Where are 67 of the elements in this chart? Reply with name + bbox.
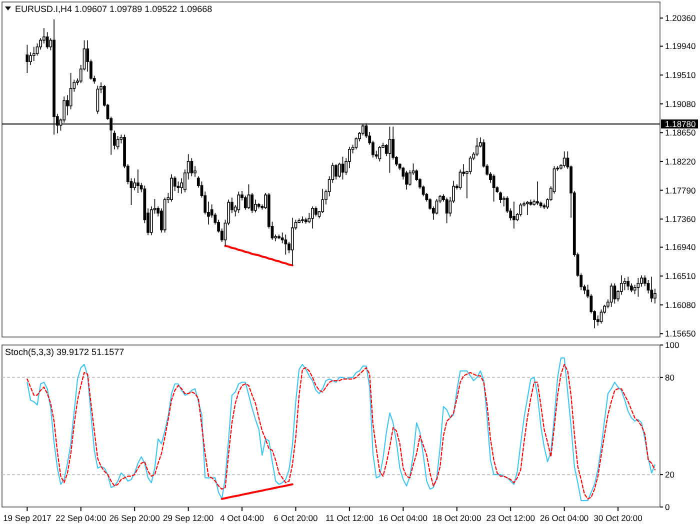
candlestick [519, 202, 522, 217]
candlestick [96, 85, 100, 114]
x-tick-label: 11 Oct 12:00 [325, 513, 374, 523]
candlestick [26, 44, 29, 74]
y-tick-label: 80 [665, 372, 675, 382]
candlestick [445, 197, 448, 224]
chart-title: EURUSD.I,H4 1.09607 1.09789 1.09522 1.09668 [15, 4, 212, 14]
candlestick [278, 234, 280, 240]
y-tick-label: 1.16080 [665, 300, 696, 310]
line-series [224, 244, 294, 266]
candlestick [476, 138, 478, 156]
candlestick [405, 170, 408, 190]
x-tick-label: 22 Sep 04:00 [56, 513, 106, 523]
candlestick [284, 234, 288, 255]
y-tick-label: 1.15650 [665, 328, 696, 339]
candlestick [136, 169, 140, 194]
candlestick [247, 184, 250, 210]
candlestick [32, 46, 36, 62]
y-tick-label: 1.18650 [665, 128, 696, 138]
candlestick [304, 217, 308, 224]
y-tick-label: 1.20360 [665, 13, 696, 24]
candlestick [301, 216, 304, 224]
y-tick-label: 1.19080 [665, 98, 696, 109]
x-tick-label: 18 Oct 20:00 [432, 513, 482, 523]
y-tick-label: 0 [665, 502, 670, 512]
candlestick [334, 164, 338, 180]
candlestick [626, 276, 630, 290]
candlestick [636, 278, 640, 298]
candlestick [237, 191, 240, 214]
y-tick-label: 1.18220 [665, 156, 696, 166]
x-tick-label: 26 Oct 04:00 [540, 513, 589, 523]
candlestick [378, 146, 382, 162]
candlestick [388, 126, 392, 174]
x-tick-label: 6 Oct 20:00 [274, 513, 318, 523]
y-tick-label: 1.19940 [665, 41, 696, 52]
y-tick-label: 1.17790 [665, 185, 696, 196]
y-tick-label: 20 [665, 470, 675, 480]
x-tick-label: 4 Oct 04:00 [220, 513, 264, 523]
candlestick [257, 202, 260, 209]
candlestick [311, 206, 314, 229]
y-tick-label: 1.17360 [665, 214, 696, 224]
candlestick [650, 276, 654, 303]
candlestick [492, 174, 496, 202]
candlestick [610, 283, 613, 308]
candlestick [341, 156, 344, 180]
x-tick-label: 29 Sep 12:00 [163, 513, 214, 523]
x-tick-label: 16 Oct 04:00 [378, 513, 428, 523]
candlestick [163, 197, 166, 233]
candlestick [512, 201, 516, 229]
x-tick-label: 19 Sep 2017 [3, 513, 52, 523]
y-tick-label: 1.19510 [665, 70, 696, 80]
y-tick-label: 1.16940 [665, 242, 696, 252]
chart-title: Stoch(5,3,3) 39.9172 51.1577 [5, 347, 124, 357]
ref-line-label: 1.18780 [665, 118, 696, 129]
x-tick-label: 26 Sep 20:00 [109, 513, 160, 523]
y-tick-label: 1.16510 [665, 271, 696, 282]
candlestick [613, 283, 616, 304]
y-tick-label: 100 [665, 340, 680, 350]
candlestick [536, 181, 539, 206]
x-tick-label: 23 Oct 12:00 [486, 513, 536, 523]
candlestick [526, 200, 529, 216]
candlestick [290, 217, 294, 266]
candlestick [46, 32, 49, 50]
candlestick [562, 151, 566, 168]
candlestick [170, 174, 173, 202]
candlestick [190, 158, 194, 177]
x-tick-label: 30 Oct 20:00 [594, 513, 643, 523]
